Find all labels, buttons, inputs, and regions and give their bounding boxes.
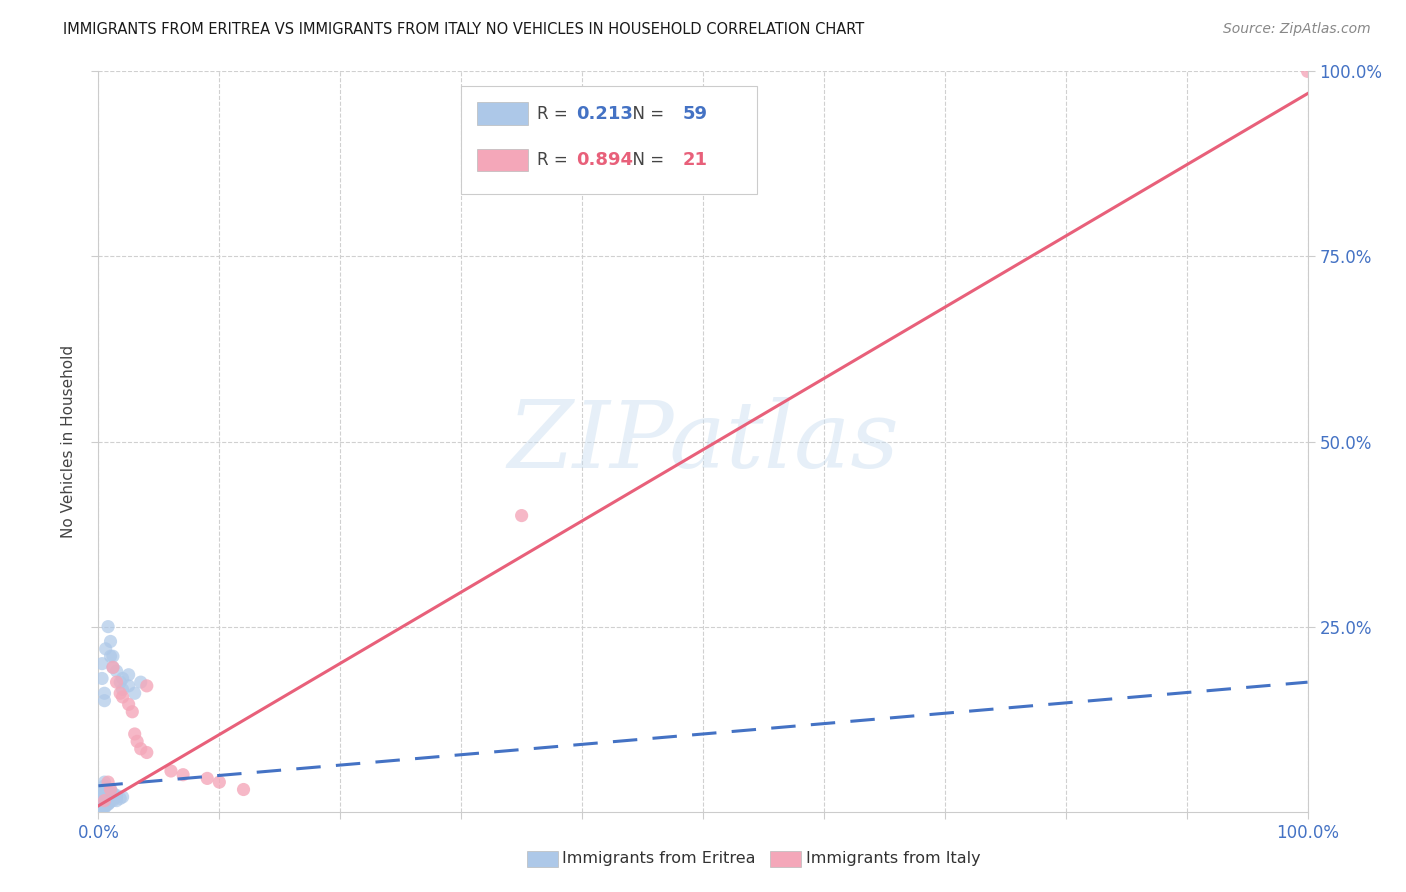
Point — [232, 782, 254, 797]
Point — [97, 791, 120, 805]
Point — [121, 705, 143, 719]
Point — [105, 794, 128, 808]
Point — [91, 794, 114, 808]
Text: 21: 21 — [682, 152, 707, 169]
Point — [118, 679, 141, 693]
Text: N =: N = — [621, 152, 669, 169]
Point — [100, 782, 122, 797]
Point — [94, 798, 117, 813]
Point — [111, 672, 134, 686]
Point — [135, 746, 157, 760]
Point — [93, 775, 115, 789]
Point — [96, 789, 118, 804]
Point — [195, 772, 218, 786]
Point — [93, 779, 115, 793]
Point — [98, 791, 121, 805]
Point — [94, 786, 117, 800]
Point — [93, 797, 115, 812]
Point — [105, 789, 128, 804]
Point — [97, 797, 120, 812]
Point — [111, 690, 134, 704]
Point — [93, 789, 115, 804]
Point — [97, 789, 120, 803]
Point — [91, 657, 114, 671]
Point — [96, 794, 118, 808]
Point — [105, 675, 128, 690]
Text: R =: R = — [537, 104, 574, 122]
Text: Source: ZipAtlas.com: Source: ZipAtlas.com — [1223, 22, 1371, 37]
Point — [94, 789, 117, 804]
Point — [93, 782, 115, 797]
Point — [124, 727, 146, 741]
Text: N =: N = — [621, 104, 669, 122]
Point — [100, 634, 122, 648]
Point — [101, 794, 124, 808]
Point — [108, 686, 131, 700]
Point — [100, 782, 122, 797]
Point — [108, 791, 131, 805]
Point — [510, 508, 533, 523]
Point — [91, 801, 114, 815]
Text: 0.894: 0.894 — [576, 152, 633, 169]
Point — [1296, 64, 1319, 78]
Point — [135, 679, 157, 693]
Point — [94, 794, 117, 808]
Point — [160, 764, 183, 778]
Point — [91, 791, 114, 805]
Point — [101, 789, 124, 804]
Text: Immigrants from Eritrea: Immigrants from Eritrea — [562, 852, 756, 866]
Point — [91, 789, 114, 804]
Point — [97, 619, 120, 633]
Text: R =: R = — [537, 152, 574, 169]
Point — [129, 741, 152, 756]
Point — [93, 794, 115, 808]
FancyBboxPatch shape — [477, 149, 527, 171]
Point — [111, 682, 134, 697]
Point — [98, 796, 121, 810]
Point — [124, 686, 146, 700]
Point — [91, 801, 114, 815]
Point — [108, 675, 131, 690]
FancyBboxPatch shape — [477, 103, 527, 125]
Text: ZIPatlas: ZIPatlas — [508, 397, 898, 486]
Point — [101, 786, 124, 800]
Point — [101, 660, 124, 674]
Y-axis label: No Vehicles in Household: No Vehicles in Household — [60, 345, 76, 538]
Point — [118, 667, 141, 681]
Point — [91, 672, 114, 686]
Point — [118, 698, 141, 712]
Point — [100, 794, 122, 808]
Point — [111, 789, 134, 804]
Point — [94, 641, 117, 656]
Point — [172, 767, 194, 781]
Point — [96, 797, 118, 812]
Point — [100, 786, 122, 800]
Point — [93, 801, 115, 815]
Point — [91, 786, 114, 800]
Text: 0.213: 0.213 — [576, 104, 633, 122]
Point — [91, 797, 114, 812]
Point — [93, 794, 115, 808]
Point — [208, 775, 231, 789]
Point — [105, 664, 128, 678]
Point — [105, 789, 128, 803]
Point — [101, 649, 124, 664]
Text: IMMIGRANTS FROM ERITREA VS IMMIGRANTS FROM ITALY NO VEHICLES IN HOUSEHOLD CORREL: IMMIGRANTS FROM ERITREA VS IMMIGRANTS FR… — [63, 22, 865, 37]
Point — [93, 694, 115, 708]
FancyBboxPatch shape — [461, 87, 758, 194]
Point — [97, 775, 120, 789]
Text: 59: 59 — [682, 104, 707, 122]
Text: Immigrants from Italy: Immigrants from Italy — [806, 852, 980, 866]
Point — [127, 734, 149, 748]
Point — [97, 794, 120, 808]
Point — [93, 686, 115, 700]
Point — [91, 797, 114, 812]
Point — [100, 789, 122, 804]
Point — [129, 675, 152, 690]
Point — [101, 660, 124, 674]
Point — [93, 786, 115, 800]
Point — [100, 649, 122, 664]
